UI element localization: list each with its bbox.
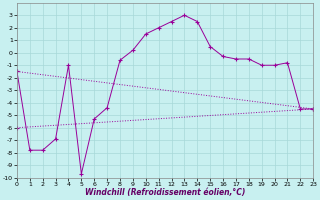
X-axis label: Windchill (Refroidissement éolien,°C): Windchill (Refroidissement éolien,°C): [85, 188, 245, 197]
